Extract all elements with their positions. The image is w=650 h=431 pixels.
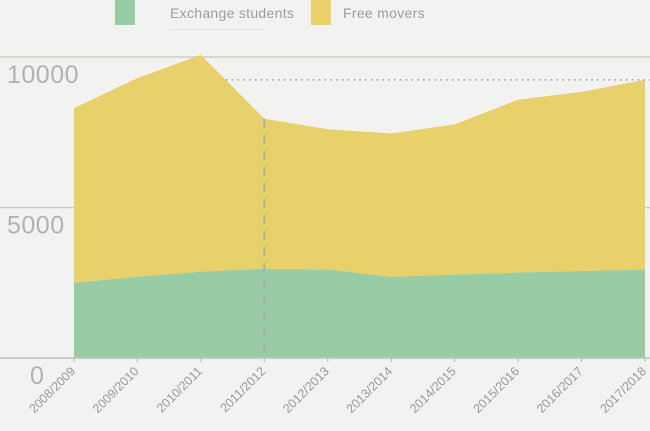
x-axis-label-5: 2013/2014 xyxy=(344,364,396,416)
free-movers-swatch xyxy=(311,0,331,25)
legend-label-exchange-students: Exchange students xyxy=(170,5,295,21)
x-axis-label-1: 2009/2010 xyxy=(90,364,142,416)
legend-underline xyxy=(170,29,266,30)
x-axis-label-6: 2014/2015 xyxy=(407,364,459,416)
chart-legend: Exchange students Free movers xyxy=(0,0,650,34)
x-axis-label-8: 2016/2017 xyxy=(534,364,586,416)
y-axis-label-0: 0 xyxy=(30,362,44,390)
exchange-students-swatch xyxy=(115,0,135,25)
x-axis-label-3: 2011/2012 xyxy=(217,364,268,415)
x-axis-label-2: 2010/2011 xyxy=(154,364,205,415)
x-axis-label-4: 2012/2013 xyxy=(280,364,332,416)
legend-label-free-movers: Free movers xyxy=(343,5,425,21)
x-axis-label-9: 2017/2018 xyxy=(597,364,649,416)
area-exchange-students xyxy=(74,268,645,358)
area-free-movers xyxy=(74,54,645,283)
x-axis-label-7: 2015/2016 xyxy=(471,364,523,416)
y-axis-label-5000: 5000 xyxy=(7,212,65,240)
y-axis-label-10000: 10000 xyxy=(7,61,79,89)
